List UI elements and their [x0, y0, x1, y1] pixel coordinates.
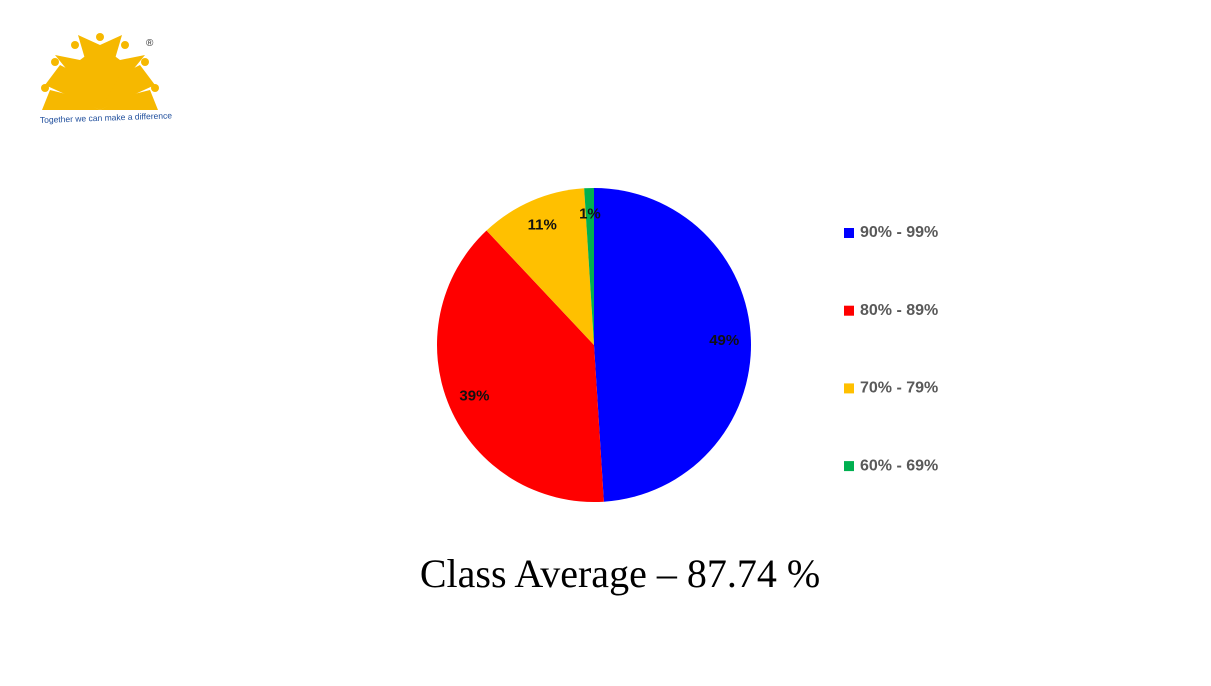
legend-label: 70% - 79% [860, 380, 938, 397]
pie-slice [594, 188, 751, 502]
legend-swatch [844, 305, 854, 316]
legend-swatch [844, 461, 854, 472]
legend-swatch [844, 228, 854, 238]
legend-label: 60% - 69% [860, 457, 938, 474]
data-label: 39% [459, 388, 489, 405]
data-label: 11% [528, 216, 557, 233]
pie-slice [584, 188, 594, 345]
pie-slice [486, 188, 594, 345]
logo-mark: ® [146, 38, 154, 49]
logo-tagline: Together we can make a difference [40, 110, 173, 125]
data-label: 49% [709, 332, 739, 349]
pie-slice [437, 230, 604, 502]
legend-swatch [844, 383, 854, 394]
logo: ® Together we can make a difference [40, 33, 173, 125]
legend-label: 80% - 89% [860, 302, 938, 319]
legend-label: 90% - 99% [860, 224, 938, 241]
chart-title: Class Average – 87.74 % [420, 551, 820, 596]
data-label: 1% [579, 206, 601, 223]
